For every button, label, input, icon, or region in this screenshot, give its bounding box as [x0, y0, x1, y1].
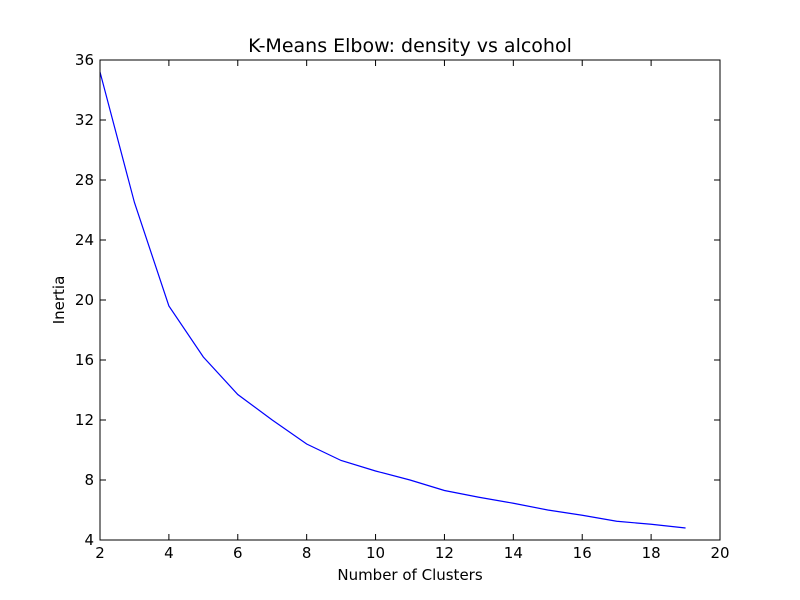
y-axis-label: Inertia	[50, 276, 68, 325]
x-tick-label: 18	[642, 544, 661, 562]
x-tick-label: 16	[573, 544, 592, 562]
x-tick-label: 8	[302, 544, 312, 562]
y-tick-label: 24	[75, 231, 94, 249]
y-tick-label: 12	[75, 411, 94, 429]
y-tick-label: 36	[75, 51, 94, 69]
x-tick-label: 20	[710, 544, 729, 562]
x-tick-label: 4	[164, 544, 174, 562]
x-axis-label: Number of Clusters	[337, 566, 482, 584]
y-tick-label: 16	[75, 351, 94, 369]
y-tick-label: 32	[75, 111, 94, 129]
inertia-series-line	[99, 71, 686, 529]
y-tick-label: 20	[75, 291, 94, 309]
x-tick-label: 12	[435, 544, 454, 562]
x-tick-label: 2	[95, 544, 105, 562]
x-tick-label: 6	[233, 544, 243, 562]
series-layer	[99, 71, 686, 529]
y-tick-label: 8	[84, 471, 94, 489]
y-tick-label: 28	[75, 171, 94, 189]
plot-area-frame	[99, 59, 721, 541]
x-tick-label: 14	[504, 544, 523, 562]
x-tick-label: 10	[366, 544, 385, 562]
y-tick-label: 4	[84, 531, 94, 549]
chart-title: K-Means Elbow: density vs alcohol	[248, 35, 572, 57]
